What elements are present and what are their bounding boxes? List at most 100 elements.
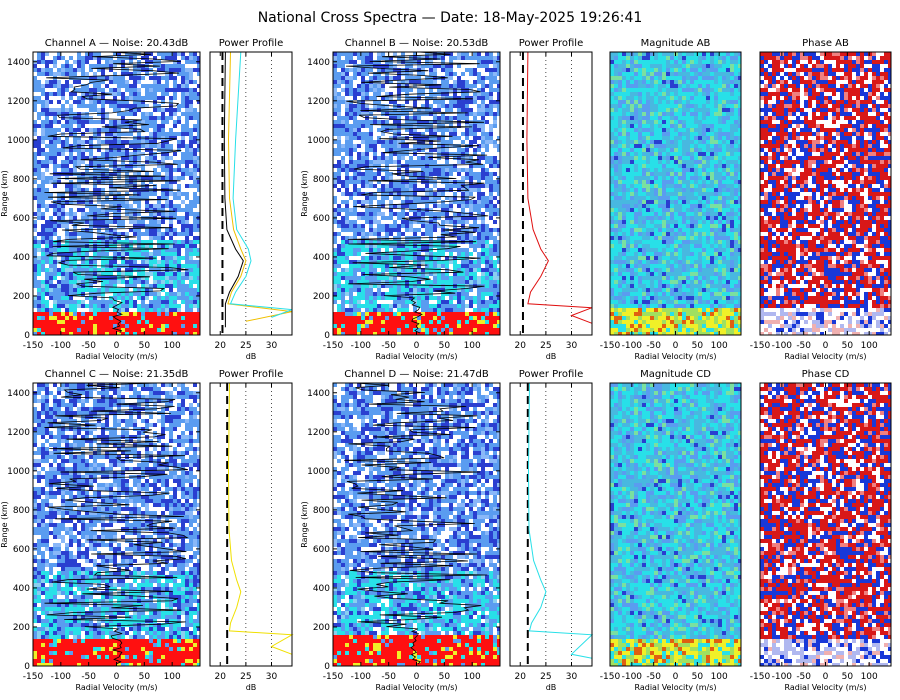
heatmap-cell	[385, 172, 389, 176]
heatmap-cell	[365, 104, 369, 108]
heatmap-cell	[61, 68, 65, 72]
heatmap-cell	[173, 232, 177, 236]
heatmap-cell	[425, 172, 429, 176]
heatmap-cell	[433, 116, 437, 120]
heatmap-cell	[473, 188, 477, 192]
heatmap-cell	[133, 220, 137, 224]
heatmap-cell	[117, 108, 121, 112]
heatmap-cell	[429, 216, 433, 220]
heatmap-cell	[65, 224, 69, 228]
heatmap-cell	[89, 68, 93, 72]
heatmap-cell	[165, 260, 169, 264]
heatmap-cell	[177, 88, 181, 92]
heatmap-cell	[345, 164, 349, 168]
heatmap-cell	[117, 240, 121, 244]
heatmap-cell	[125, 96, 129, 100]
heatmap-cell	[373, 52, 377, 56]
heatmap-cell	[373, 132, 377, 136]
heatmap-cell	[61, 136, 65, 140]
heatmap-cell	[45, 200, 49, 204]
heatmap-cell	[105, 176, 109, 180]
heatmap-cell	[369, 132, 373, 136]
heatmap-cell	[157, 80, 161, 84]
heatmap-cell	[361, 116, 365, 120]
heatmap-cell	[41, 192, 45, 196]
heatmap-cell	[125, 52, 129, 56]
heatmap-cell	[457, 220, 461, 224]
heatmap-cell	[57, 72, 61, 76]
heatmap-cell	[453, 72, 457, 76]
heatmap-cell	[137, 268, 141, 272]
heatmap-cell	[397, 64, 401, 68]
heatmap-cell	[173, 320, 177, 324]
heatmap-cell	[345, 160, 349, 164]
heatmap-cell	[73, 324, 77, 328]
heatmap-cell	[393, 204, 397, 208]
heatmap-cell	[353, 172, 357, 176]
heatmap-cell	[113, 328, 117, 332]
heatmap-cell	[461, 140, 465, 144]
heatmap-cell	[149, 168, 153, 172]
heatmap-cell	[421, 128, 425, 132]
heatmap-cell	[137, 288, 141, 292]
heatmap-cell	[353, 168, 357, 172]
heatmap-cell	[81, 228, 85, 232]
heatmap-cell	[185, 192, 189, 196]
heatmap-cell	[37, 96, 41, 100]
heatmap-cell	[385, 140, 389, 144]
heatmap-cell	[53, 96, 57, 100]
heatmap-cell	[409, 176, 413, 180]
heatmap-cell	[65, 232, 69, 236]
heatmap-cell	[93, 84, 97, 88]
heatmap-cell	[165, 76, 169, 80]
heatmap-cell	[337, 64, 341, 68]
heatmap-cell	[397, 220, 401, 224]
heatmap-cell	[393, 116, 397, 120]
heatmap-cell	[481, 56, 485, 60]
heatmap-cell	[185, 260, 189, 264]
heatmap-cell	[177, 60, 181, 64]
heatmap-cell	[37, 264, 41, 268]
heatmap-cell	[101, 312, 105, 316]
heatmap-cell	[485, 128, 489, 132]
heatmap-cell	[145, 252, 149, 256]
x-tick-label: -100	[51, 341, 72, 351]
heatmap-cell	[77, 296, 81, 300]
heatmap-cell	[145, 196, 149, 200]
heatmap-cell	[461, 104, 465, 108]
heatmap-cell	[157, 284, 161, 288]
heatmap-cell	[409, 212, 413, 216]
heatmap-cell	[169, 284, 173, 288]
heatmap-cell	[73, 104, 77, 108]
heatmap-cell	[137, 320, 141, 324]
heatmap-cell	[53, 324, 57, 328]
heatmap-cell	[169, 300, 173, 304]
heatmap-cell	[121, 264, 125, 268]
heatmap-cell	[85, 304, 89, 308]
heatmap-cell	[97, 176, 101, 180]
heatmap-cell	[89, 172, 93, 176]
heatmap-cell	[169, 132, 173, 136]
heatmap-cell	[53, 280, 57, 284]
heatmap-cell	[77, 284, 81, 288]
heatmap-cell	[37, 148, 41, 152]
heatmap-cell	[101, 308, 105, 312]
heatmap-cell	[401, 228, 405, 232]
heatmap-cell	[173, 72, 177, 76]
heatmap-cell	[33, 236, 37, 240]
heatmap-cell	[381, 192, 385, 196]
heatmap-cell	[485, 172, 489, 176]
heatmap-cell	[149, 328, 153, 332]
heatmap-cell	[193, 284, 197, 288]
heatmap-cell	[369, 104, 373, 108]
heatmap-cell	[177, 92, 181, 96]
heatmap-cell	[57, 136, 61, 140]
heatmap-cell	[121, 96, 125, 100]
heatmap-cell	[445, 60, 449, 64]
heatmap-cell	[89, 216, 93, 220]
heatmap-cell	[33, 116, 37, 120]
heatmap-cell	[433, 112, 437, 116]
heatmap-cell	[121, 280, 125, 284]
heatmap-cell	[165, 124, 169, 128]
heatmap-cell	[369, 72, 373, 76]
